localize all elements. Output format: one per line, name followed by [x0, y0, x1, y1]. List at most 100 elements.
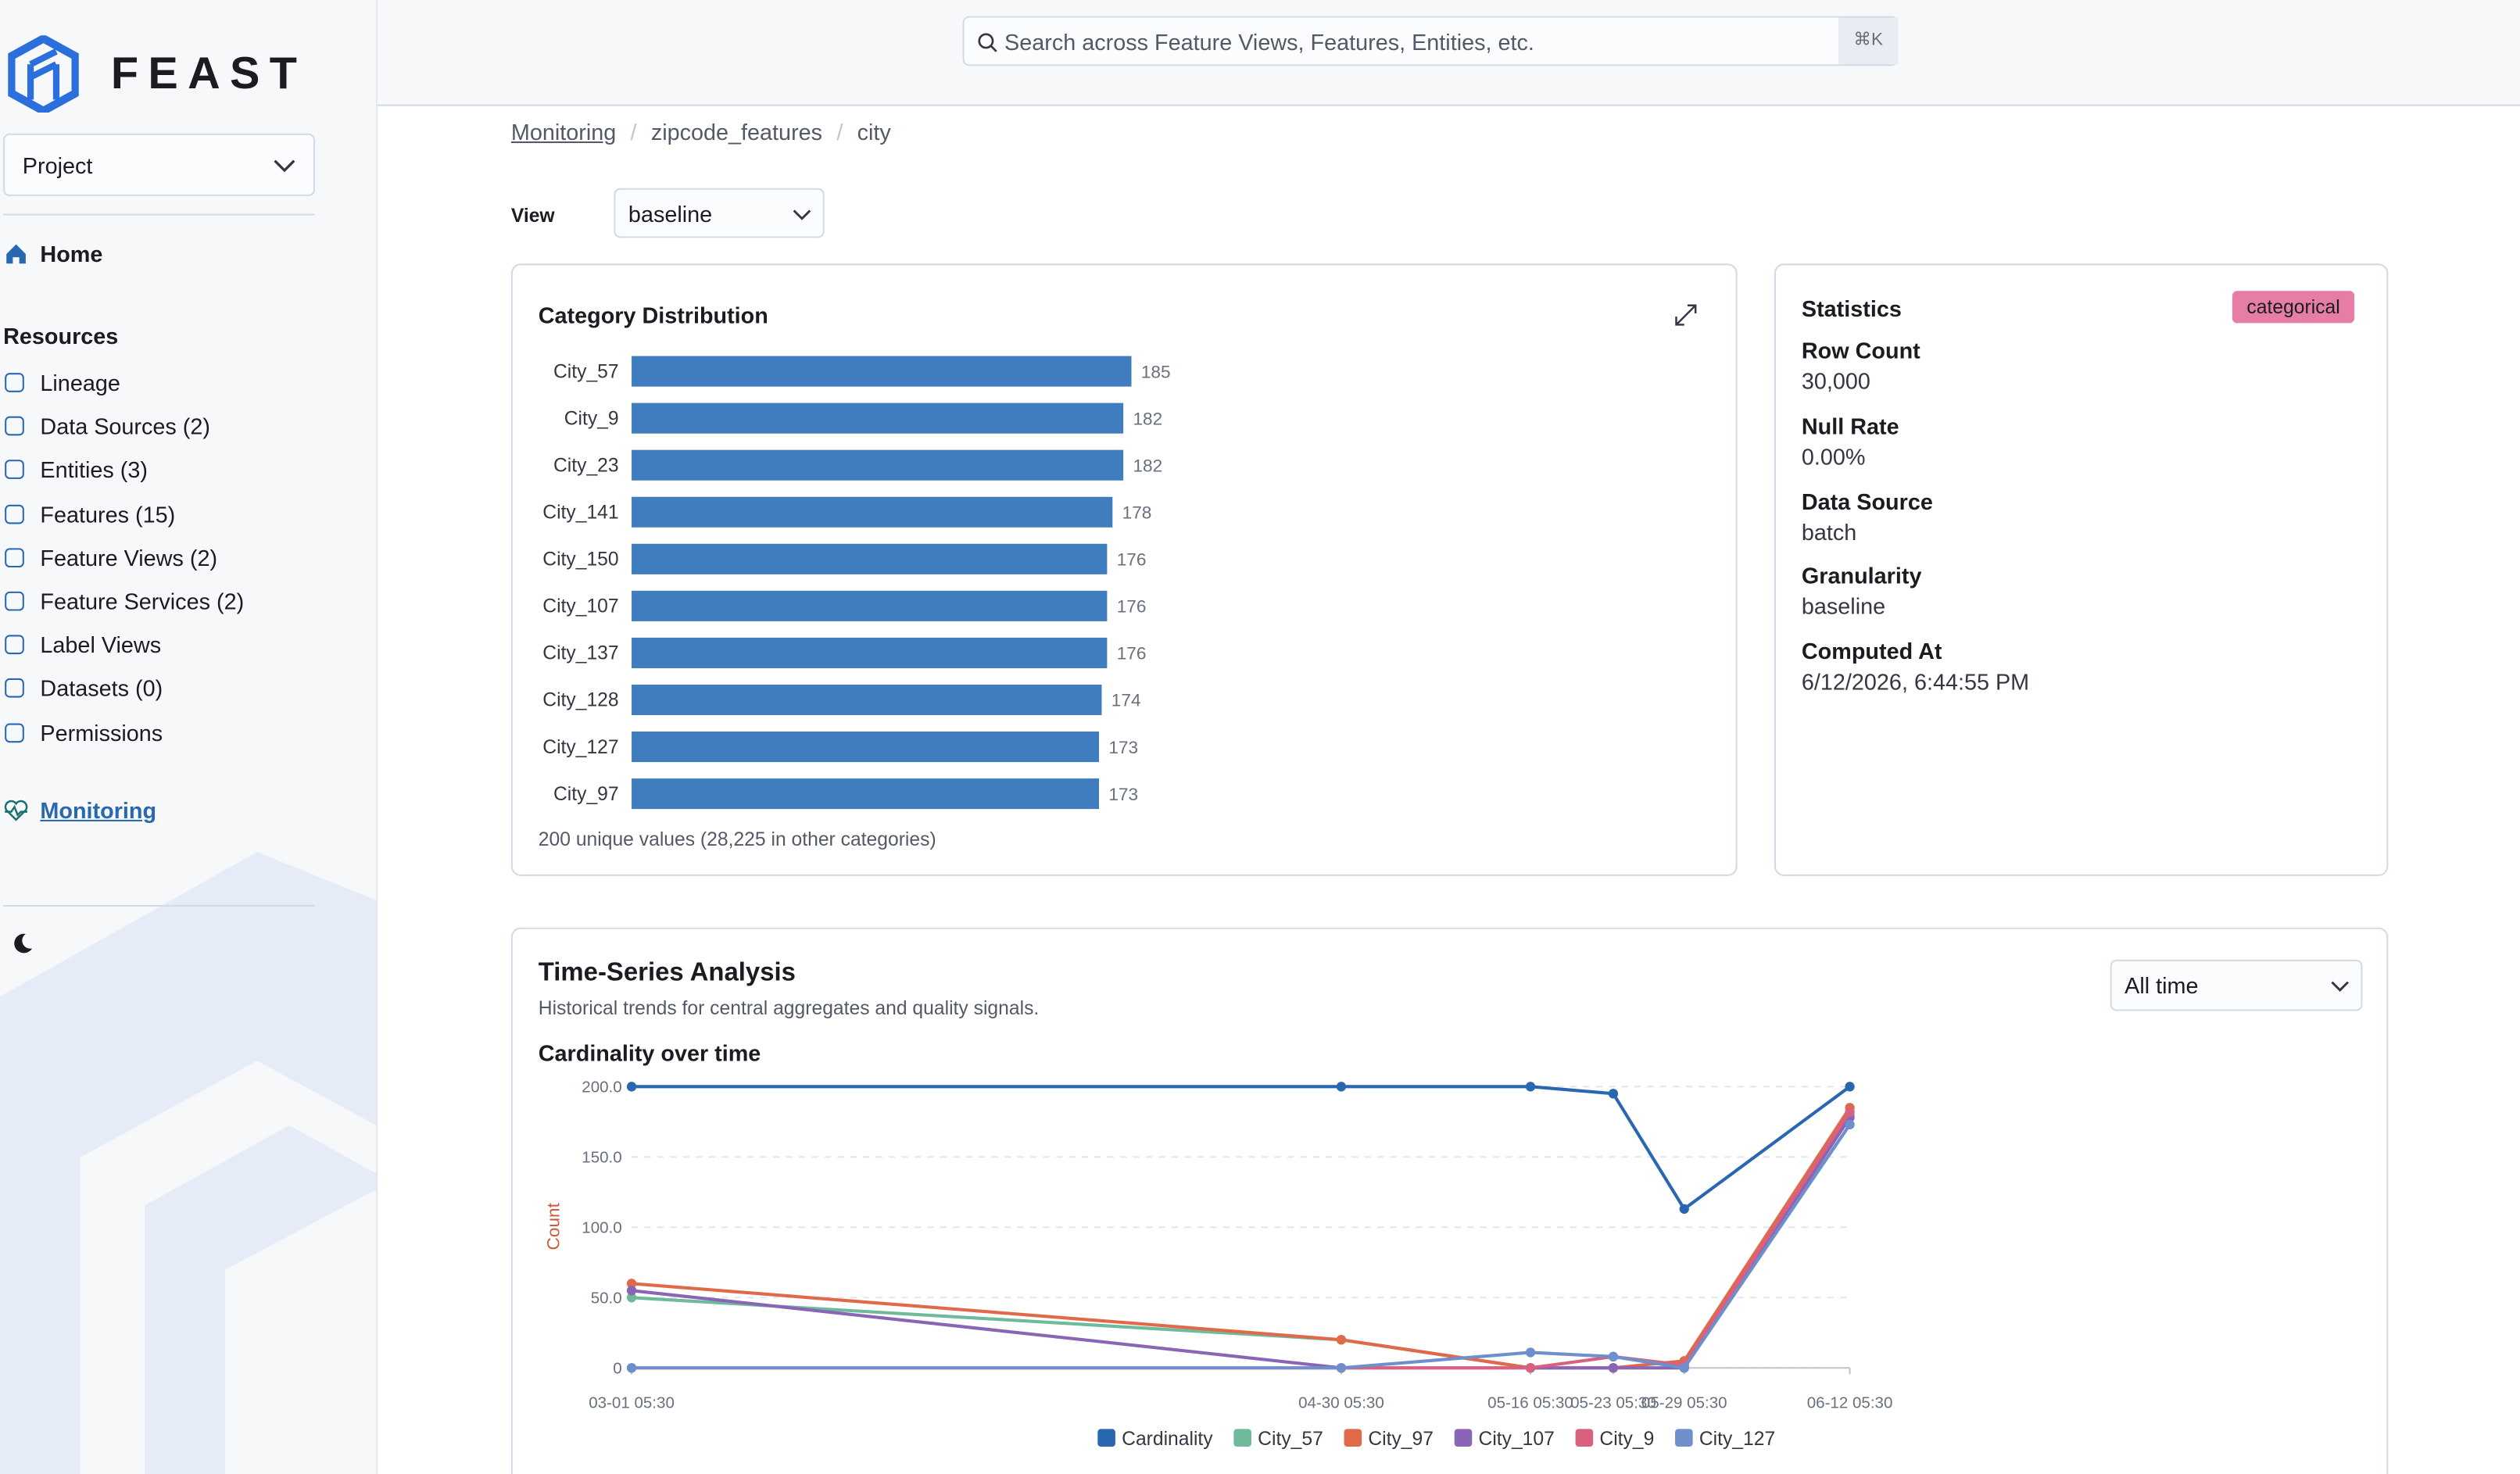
point	[626, 1293, 637, 1303]
category-footer: 200 unique values (28,225 in other categ…	[538, 828, 936, 850]
nav-icon	[5, 460, 24, 480]
value-label: 182	[1133, 456, 1162, 475]
y-axis-label: Count	[544, 1202, 564, 1250]
nav-item[interactable]: Entities (3)	[40, 456, 149, 483]
bar-label: City_127	[542, 737, 618, 758]
point	[1525, 1347, 1536, 1358]
divider	[3, 904, 315, 907]
y-tick-label: 100.0	[582, 1218, 621, 1236]
point	[1845, 1107, 1855, 1117]
bar	[632, 637, 1108, 668]
y-tick-label: 0	[613, 1359, 621, 1377]
nav-monitoring[interactable]: Monitoring	[40, 797, 157, 824]
bar-label: City_128	[542, 690, 618, 711]
stat-label: Null Rate	[1801, 413, 1899, 439]
series-line	[631, 1107, 1852, 1370]
value-label: 176	[1117, 550, 1147, 570]
statistics-card: Statistics categorical Row Count 30,000 Nu…	[1774, 263, 2389, 876]
bar	[632, 732, 1100, 763]
x-tick-label: 03-01 05:30	[589, 1394, 675, 1412]
bar	[632, 543, 1108, 574]
legend-swatch	[1454, 1429, 1473, 1447]
point	[1336, 1335, 1347, 1345]
legend-swatch	[1675, 1429, 1693, 1447]
theme-toggle[interactable]	[11, 932, 34, 955]
resources-heading: Resources	[3, 323, 119, 349]
bar	[632, 778, 1100, 810]
nav-item[interactable]: Lineage	[40, 370, 120, 395]
bar	[632, 684, 1102, 716]
value-label: 173	[1108, 785, 1138, 804]
project-select[interactable]: Project	[3, 133, 315, 196]
bar	[632, 496, 1113, 528]
breadcrumb-link[interactable]: Monitoring	[510, 119, 617, 145]
legend-swatch	[1575, 1429, 1594, 1447]
nav-icon	[5, 417, 24, 436]
sidebar: FEAST Project Home Resources Lineage Data…	[0, 0, 378, 1474]
value-label: 185	[1141, 362, 1171, 381]
nav-item[interactable]: Data Sources (2)	[40, 413, 210, 439]
type-badge: categorical	[2232, 291, 2355, 324]
series-line	[632, 1111, 1852, 1370]
x-tick-label: 05-29 05:30	[1641, 1394, 1727, 1412]
search-placeholder: Search across Feature Views, Features, E…	[1004, 29, 1534, 55]
series-line	[632, 1123, 1852, 1370]
breadcrumb-separator: /	[630, 119, 637, 145]
nav-item[interactable]: Feature Services (2)	[40, 588, 245, 614]
timeseries-title: Time-Series Analysis	[538, 959, 796, 987]
x-tick-label: 06-12 05:30	[1807, 1394, 1893, 1412]
nav-item[interactable]: Permissions	[40, 719, 163, 746]
view-select[interactable]: baseline	[614, 188, 825, 238]
x-tick-label: 05-23 05:30	[1570, 1394, 1656, 1412]
divider	[3, 213, 315, 216]
bar-label: City_137	[542, 643, 618, 664]
value-label: 174	[1111, 691, 1141, 710]
view-label: View	[510, 204, 555, 227]
bar-label: City_57	[553, 361, 619, 382]
point	[1608, 1351, 1619, 1362]
chevron	[793, 209, 811, 220]
nav-item[interactable]: Datasets (0)	[40, 675, 163, 702]
value-label: 176	[1117, 597, 1147, 617]
legend-label: Cardinality	[1122, 1429, 1213, 1450]
timeseries-card: Time-Series Analysis Historical trends f…	[510, 927, 2389, 1474]
expand-icon[interactable]	[1674, 304, 1697, 327]
nav-icon	[5, 503, 24, 524]
bar-label: City_141	[542, 502, 618, 523]
series-line	[632, 1085, 1851, 1211]
stat-value: batch	[1801, 518, 1857, 545]
bar	[632, 356, 1132, 387]
breadcrumb: Monitoring / zipcode_features / city	[511, 119, 891, 145]
bar	[632, 590, 1108, 621]
home-icon	[6, 244, 26, 264]
legend-label: City_107	[1479, 1429, 1555, 1450]
legend-label: City_9	[1599, 1429, 1654, 1450]
point	[1608, 1363, 1619, 1373]
nav-icon	[5, 547, 24, 567]
search-box[interactable]: Search across Feature Views, Features, E…	[962, 16, 1899, 66]
range-select[interactable]: All time	[2110, 959, 2363, 1011]
nav-icon	[5, 635, 24, 655]
point	[1336, 1363, 1347, 1373]
value-label: 173	[1108, 738, 1138, 757]
nav-home[interactable]: Home	[40, 241, 103, 267]
nav-item[interactable]: Features (15)	[40, 500, 176, 527]
legend-swatch	[1344, 1429, 1362, 1447]
nav-item[interactable]: Label Views	[40, 631, 162, 658]
point	[626, 1286, 637, 1296]
legend-swatch	[1097, 1429, 1115, 1447]
bar	[632, 402, 1124, 434]
sidebar-decoration	[0, 852, 377, 1474]
nav-icon	[5, 678, 24, 699]
point	[1845, 1119, 1855, 1130]
point	[626, 1082, 637, 1092]
legend-label: City_127	[1699, 1429, 1775, 1450]
nav-icon	[5, 373, 24, 392]
breadcrumb-separator: /	[836, 119, 843, 145]
nav-item[interactable]: Feature Views (2)	[40, 544, 218, 571]
stat-label: Computed At	[1801, 638, 1942, 664]
bar	[632, 449, 1124, 481]
statistics-title: Statistics	[1801, 295, 1902, 322]
